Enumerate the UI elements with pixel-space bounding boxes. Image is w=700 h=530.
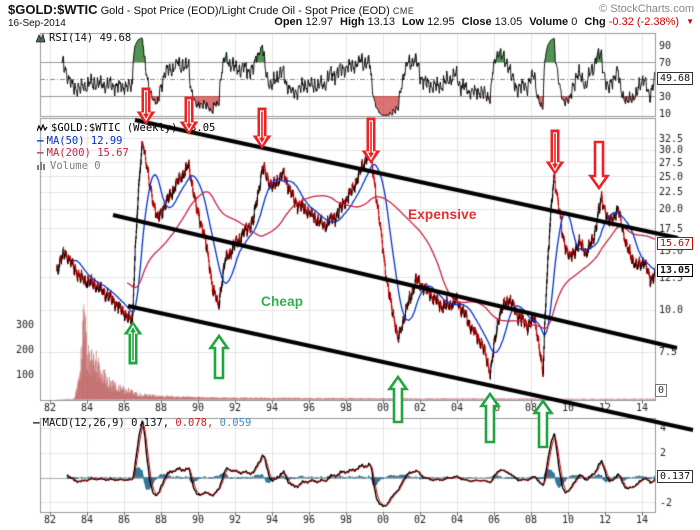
copyright: © StockCharts.com (599, 3, 694, 15)
quote-date: 16-Sep-2014 (8, 18, 66, 29)
volume-bars-icon (37, 162, 45, 171)
high-label: High (340, 16, 365, 28)
main-legend: $GOLD:$WTIC (Weekly) 13.05 — MA(50) 12.9… (37, 122, 215, 172)
low-value: 12.95 (427, 16, 455, 28)
ohlc-quote-row: Open 12.97 High 13.13 Low 12.95 Close 13… (274, 16, 694, 28)
ticker-symbol: $GOLD:$WTIC (8, 2, 98, 17)
ma200-label: MA(200) 15.67 (46, 147, 129, 160)
exchange-label: CME (392, 6, 415, 16)
chg-label: Chg (584, 16, 606, 28)
close-value-box: 13.05 (657, 264, 694, 277)
main-symbol-label: $GOLD:$WTIC (Weekly) 13.05 (51, 122, 216, 135)
ma50-legend-row: — MA(50) 12.99 (37, 135, 215, 148)
open-label: Open (274, 16, 303, 28)
macd-legend-text: MACD(12,26,9) 0.137, 0.078, 0.059 (42, 417, 252, 429)
volume-label-text: Volume 0 (50, 159, 101, 172)
ma50-line-icon: — (37, 133, 44, 147)
ma200-line-icon: — (37, 146, 44, 160)
close-value: 13.05 (494, 16, 523, 28)
close-label: Close (461, 16, 492, 28)
open-value: 12.97 (305, 16, 333, 28)
ma200-value-box: 15.67 (657, 237, 694, 250)
main-legend-symbol-row: $GOLD:$WTIC (Weekly) 13.05 (37, 122, 215, 135)
ticker-description: Gold - Spot Price (EOD)/Light Crude Oil … (97, 5, 393, 17)
volume-value-box: 0 (655, 384, 668, 397)
volume-label: Volume (529, 16, 569, 28)
rsi-legend-text: RSI(14) 49.68 (49, 32, 132, 44)
chg-value: -0.32 (-2.38%) (608, 16, 680, 28)
cheap-annotation: Cheap (261, 294, 304, 309)
chg-down-triangle-icon: ▼ (686, 17, 694, 26)
price-style-icon (37, 123, 48, 132)
low-label: Low (402, 16, 425, 28)
chart-title: $GOLD:$WTIC Gold - Spot Price (EOD)/Ligh… (8, 2, 414, 17)
volume-legend-row: Volume 0 (37, 160, 215, 173)
ma200-legend-row: — MA(200) 15.67 (37, 147, 215, 160)
macd-line-icon: — (33, 416, 40, 429)
ma50-label: MA(50) 12.99 (46, 134, 123, 147)
expensive-annotation: Expensive (408, 207, 477, 222)
rsi-value-box: 49.68 (657, 72, 694, 85)
indicator-area-icon (36, 33, 46, 43)
rsi-legend: RSI(14) 49.68 (36, 32, 131, 44)
macd-legend: — MACD(12,26,9) 0.137, 0.078, 0.059 (33, 417, 251, 429)
macd-value-box: 0.137 (657, 470, 694, 483)
high-value: 13.13 (367, 16, 396, 28)
volume-value: 0 (571, 16, 578, 28)
